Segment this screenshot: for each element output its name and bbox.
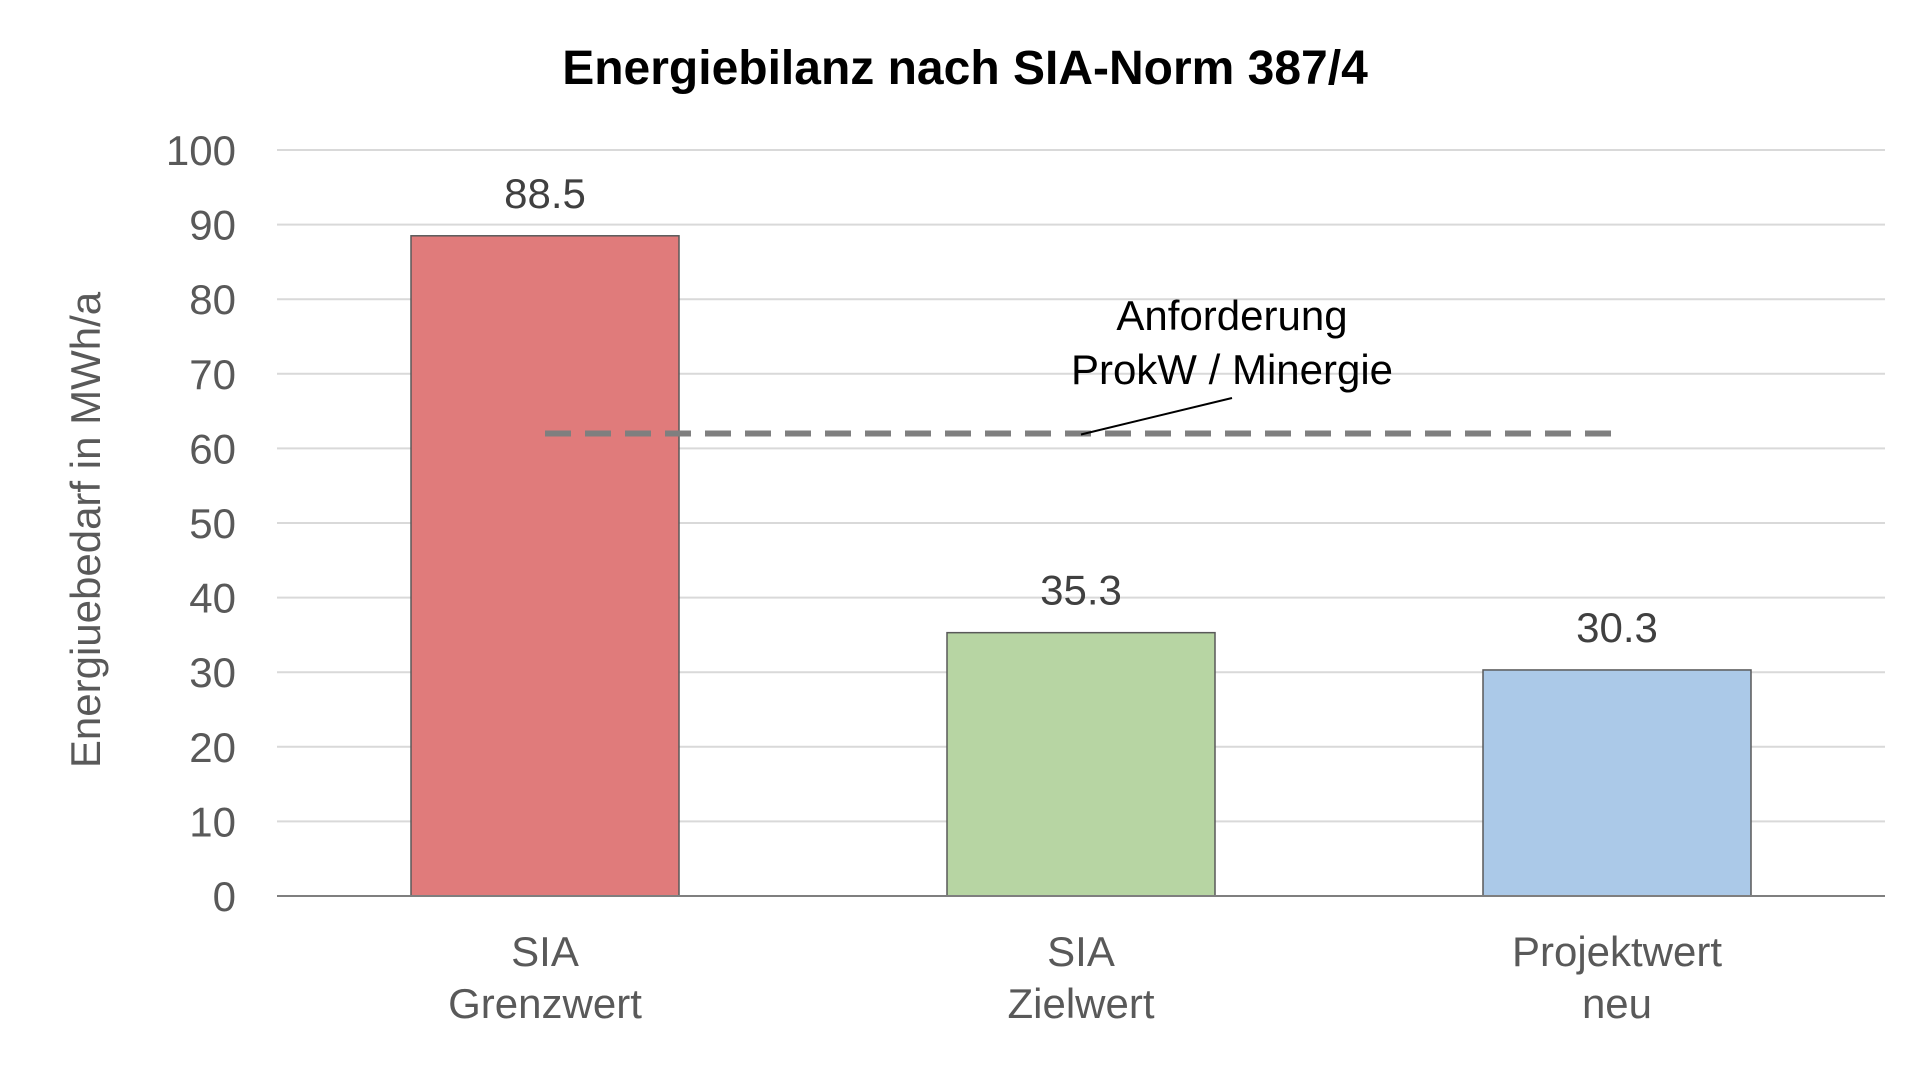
- x-tick-label: SIA: [1047, 928, 1115, 975]
- y-tick-label: 100: [166, 127, 236, 174]
- annotation-leader-line: [1080, 397, 1233, 436]
- y-tick-label: 70: [189, 351, 236, 398]
- x-tick-label: Grenzwert: [448, 980, 642, 1027]
- y-tick-label: 60: [189, 425, 236, 472]
- y-tick-label: 10: [189, 798, 236, 845]
- y-tick-label: 20: [189, 724, 236, 771]
- y-tick-label: 50: [189, 500, 236, 547]
- data-labels: 88.5 35.3 30.3: [504, 170, 1658, 651]
- chart-title: Energiebilanz nach SIA-Norm 387/4: [562, 42, 1368, 95]
- y-tick-label: 40: [189, 575, 236, 622]
- y-tick-label: 80: [189, 276, 236, 323]
- data-label: 88.5: [504, 170, 586, 217]
- x-tick-label: SIA: [511, 928, 579, 975]
- y-axis-ticks: 0 10 20 30 40 50 60 70 80 90 100: [166, 127, 236, 920]
- y-tick-label: 30: [189, 649, 236, 696]
- data-label: 35.3: [1040, 567, 1122, 614]
- x-tick-label: neu: [1582, 980, 1652, 1027]
- bar: [1482, 669, 1752, 897]
- annotation-label: Anforderung: [1116, 292, 1347, 339]
- x-tick-label: Projektwert: [1512, 928, 1722, 975]
- x-tick-label: Zielwert: [1007, 980, 1154, 1027]
- bar: [946, 631, 1216, 897]
- x-axis-categories: SIA Grenzwert SIA Zielwert Projektwert neu: [448, 928, 1722, 1027]
- y-tick-label: 90: [189, 202, 236, 249]
- y-axis-label: Energiuebedarf in MWh/a: [62, 291, 109, 768]
- annotation-label: ProkW / Minergie: [1071, 346, 1393, 393]
- y-tick-label: 0: [213, 873, 236, 920]
- bar: [410, 235, 680, 897]
- data-label: 30.3: [1576, 604, 1658, 651]
- reference-line-group: Anforderung ProkW / Minergie: [545, 292, 1617, 437]
